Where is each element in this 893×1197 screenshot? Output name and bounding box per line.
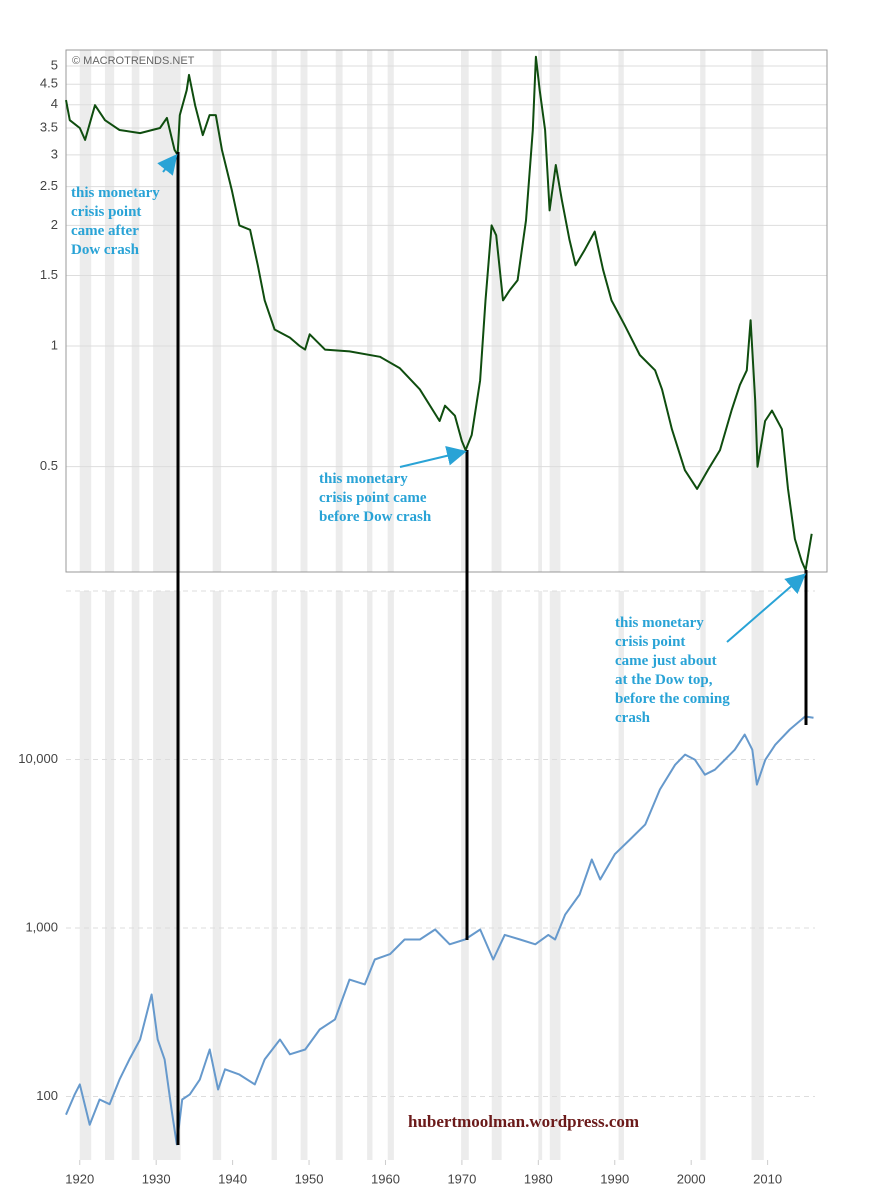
recession-band xyxy=(751,50,764,572)
recession-band xyxy=(104,50,115,572)
x-tick-label: 1970 xyxy=(447,1171,476,1186)
x-tick-label: 1990 xyxy=(600,1171,629,1186)
x-tick-label: 1950 xyxy=(295,1171,324,1186)
y-tick-label: 0.5 xyxy=(40,458,58,473)
y-tick-label: 2 xyxy=(51,217,58,232)
grid: 0.5 1 1.5 2 2.5 3 3.5 4 4.5 5 100 1,000 10,000 1920 19… xyxy=(18,57,827,1186)
y-tick-label: 1.5 xyxy=(40,267,58,282)
y-tick-label: 1 xyxy=(51,337,58,352)
recession-band xyxy=(131,591,140,1160)
recession-bands xyxy=(79,50,764,1160)
recession-band xyxy=(387,591,394,1160)
recession-band xyxy=(153,591,181,1160)
y-tick-label: 4.5 xyxy=(40,76,58,91)
recession-band xyxy=(751,591,764,1160)
y-tick-label: 10,000 xyxy=(18,751,58,766)
recession-band xyxy=(700,591,706,1160)
recession-band xyxy=(104,591,115,1160)
recession-band xyxy=(271,50,277,572)
y-tick-label: 5 xyxy=(51,57,58,72)
recession-band xyxy=(387,50,394,572)
x-tick-label: 1940 xyxy=(218,1171,247,1186)
recession-band xyxy=(491,50,502,572)
y-tick-label: 1,000 xyxy=(25,919,58,934)
recession-band xyxy=(538,591,543,1160)
recession-band xyxy=(491,591,502,1160)
recession-band xyxy=(300,50,308,572)
x-tick-label: 1980 xyxy=(524,1171,553,1186)
recession-band xyxy=(271,591,277,1160)
series-line xyxy=(65,55,813,572)
recession-band xyxy=(461,591,469,1160)
recession-band xyxy=(131,50,140,572)
y-tick-label: 2.5 xyxy=(40,178,58,193)
x-tick-label: 1960 xyxy=(371,1171,400,1186)
recession-band xyxy=(700,50,706,572)
recession-band xyxy=(618,50,624,572)
x-tick-label: 1930 xyxy=(142,1171,171,1186)
y-tick-label: 3.5 xyxy=(40,119,58,134)
credit: hubertmoolman.wordpress.com xyxy=(408,1112,639,1131)
recession-band xyxy=(79,591,92,1160)
x-tick-label: 2000 xyxy=(677,1171,706,1186)
series-line xyxy=(65,715,814,1146)
annotation: this monetary crisis point came after Do… xyxy=(71,185,164,258)
recession-band xyxy=(212,50,222,572)
recession-band xyxy=(79,50,92,572)
plot-frame xyxy=(65,49,828,573)
x-tick-label: 1920 xyxy=(65,1171,94,1186)
series xyxy=(65,55,814,1146)
recession-band xyxy=(461,50,469,572)
recession-band xyxy=(618,591,624,1160)
annotation: this monetary crisis point came before D… xyxy=(319,471,432,525)
recession-band xyxy=(335,591,343,1160)
connectors xyxy=(176,152,808,1145)
y-tick-label: 3 xyxy=(51,146,58,161)
arrows xyxy=(157,153,807,643)
arrow xyxy=(726,573,807,643)
recession-band xyxy=(549,50,561,572)
annotation: this monetary crisis point came just abo… xyxy=(615,615,733,726)
y-tick-label: 4 xyxy=(51,96,58,111)
arrow xyxy=(157,153,178,176)
recession-band xyxy=(367,50,373,572)
recession-band xyxy=(212,591,222,1160)
recession-band xyxy=(300,591,308,1160)
recession-band xyxy=(153,50,181,572)
y-tick-label: 100 xyxy=(36,1088,58,1103)
x-tick-label: 2010 xyxy=(753,1171,782,1186)
arrow xyxy=(399,445,467,468)
recession-band xyxy=(549,591,561,1160)
recession-band xyxy=(538,50,543,572)
recession-band xyxy=(367,591,373,1160)
watermark: © MACROTRENDS.NET xyxy=(72,55,195,67)
recession-band xyxy=(335,50,343,572)
